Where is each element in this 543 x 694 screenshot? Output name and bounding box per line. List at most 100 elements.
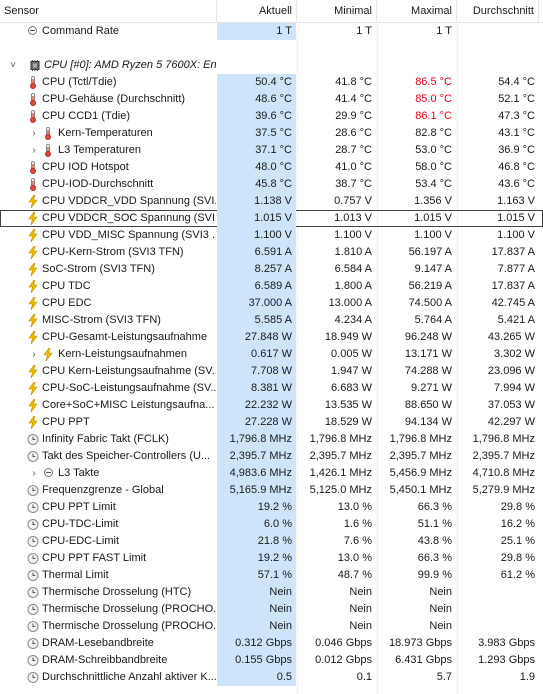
value-maximal: 66.3 % (417, 501, 452, 513)
sensor-row[interactable]: CPU VDDCR_SOC Spannung (SVI... 1.015 V 1.0… (0, 210, 543, 227)
sensor-row[interactable]: › Kern-Temperaturen 37.5 °C 28.6 °C 82.8 °C 4… (0, 125, 543, 142)
sensor-row[interactable]: Thermische Drosselung (HTC) Nein Nein Nein (0, 584, 543, 601)
sensor-row[interactable]: › Kern-Leistungsaufnahmen 0.617 W 0.005 W 13… (0, 346, 543, 363)
value-maximal: 1.100 V (414, 229, 452, 241)
chevron-right-icon[interactable]: › (32, 468, 36, 479)
sensor-row[interactable]: CPU PPT 27.228 W 18.529 W 94.134 W 42.297 W (0, 414, 543, 431)
sensor-row[interactable]: DRAM-Lesebandbreite 0.312 Gbps 0.046 Gbps 1… (0, 635, 543, 652)
sensor-name-cell: › Kern-Leistungsaufnahmen (0, 346, 216, 363)
sensor-name-cell: CPU Kern-Leistungsaufnahme (SV... (0, 363, 216, 380)
value-minimal: Nein (349, 620, 372, 632)
sensor-row[interactable]: CPU PPT FAST Limit 19.2 % 13.0 % 66.3 % 29.8… (0, 550, 543, 567)
sensor-name-cell: DRAM-Lesebandbreite (0, 635, 216, 652)
clock-icon (27, 620, 39, 633)
value-average: 43.265 W (487, 331, 535, 343)
lightning-icon (27, 194, 39, 209)
clock-icon (27, 552, 39, 565)
sensor-name-cell: CPU-IOD-Durchschnitt (0, 176, 216, 193)
chevron-right-icon[interactable]: › (32, 145, 36, 156)
value-current: Nein (217, 601, 296, 618)
sensor-row[interactable]: CPU Kern-Leistungsaufnahme (SV... 7.708 W… (0, 363, 543, 380)
value-minimal: 7.6 % (343, 535, 372, 547)
value-minimal: Nein (349, 603, 372, 615)
sensor-row[interactable]: Core+SoC+MISC Leistungsaufna... 22.232 W 1… (0, 397, 543, 414)
sensor-row[interactable]: SoC-Strom (SVI3 TFN) 8.257 A 6.584 A 9.147 … (0, 261, 543, 278)
sensor-row[interactable]: Durchschnittliche Anzahl aktiver K... 0.5… (0, 669, 543, 686)
sensor-row[interactable]: CPU-SoC-Leistungsaufnahme (SV... 8.381 W 6… (0, 380, 543, 397)
sensor-row[interactable]: MISC-Strom (SVI3 TFN) 5.585 A 4.234 A 5.764… (0, 312, 543, 329)
sensor-row[interactable]: CPU-IOD-Durchschnitt 45.8 °C 38.7 °C 53.4 °… (0, 176, 543, 193)
sensor-name-cell: CPU PPT FAST Limit (0, 550, 216, 567)
value-minimal: 48.7 % (337, 569, 372, 581)
value-minimal: 38.7 °C (335, 178, 372, 190)
sensor-row[interactable]: CPU-Gesamt-Leistungsaufnahme 27.848 W 18.9… (0, 329, 543, 346)
value-current: 37.5 °C (217, 125, 296, 142)
sensor-row[interactable]: Frequenzgrenze - Global 5,165.9 MHz 5,125.… (0, 482, 543, 499)
sensor-row[interactable]: CPU PPT Limit 19.2 % 13.0 % 66.3 % 29.8 % (0, 499, 543, 516)
header-minimal[interactable]: Minimal (297, 0, 377, 22)
sensor-group-row[interactable]: ˅ CPU [#0]: AMD Ryzen 5 7600X: Enhanced (0, 57, 543, 74)
chevron-right-icon[interactable]: › (32, 349, 36, 360)
value-minimal: 13.0 % (337, 552, 372, 564)
sensor-label: CPU-IOD-Durchschnitt (42, 178, 154, 190)
header-current[interactable]: Aktuell (217, 0, 297, 22)
value-maximal: 9.271 W (411, 382, 452, 394)
clock-icon (27, 654, 39, 667)
sensor-row[interactable]: CPU-EDC-Limit 21.8 % 7.6 % 43.8 % 25.1 % (0, 533, 543, 550)
header-sensor[interactable]: Sensor (0, 0, 217, 22)
sensor-row[interactable]: Command Rate 1 T 1 T 1 T (0, 23, 543, 40)
value-current: 37.000 A (217, 295, 296, 312)
thermometer-icon (27, 178, 39, 191)
value-average: 1.293 Gbps (478, 654, 535, 666)
sensor-row[interactable]: Thermische Drosselung (PROCHO... Nein Nein… (0, 618, 543, 635)
chevron-right-icon[interactable]: › (32, 128, 36, 139)
value-current: 1.138 V (217, 193, 296, 210)
sensor-label: Command Rate (42, 25, 120, 37)
sensor-row[interactable]: CPU (Tctl/Tdie) 50.4 °C 41.8 °C 86.5 °C 54.4… (0, 74, 543, 91)
collapse-circle-icon[interactable] (44, 468, 53, 477)
sensor-name-cell: CPU EDC (0, 295, 216, 312)
value-average: 42.745 A (491, 297, 535, 309)
sensor-row[interactable]: Takt des Speicher-Controllers (U... 2,395… (0, 448, 543, 465)
sensor-label: Thermische Drosselung (PROCHO... (42, 603, 216, 615)
header-average[interactable]: Durchschnitt (457, 0, 539, 22)
lightning-icon (27, 245, 39, 260)
sensor-label: CPU PPT (42, 416, 90, 428)
value-minimal: 6.584 A (334, 263, 372, 275)
sensor-row[interactable]: CPU EDC 37.000 A 13.000 A 74.500 A 42.745 A (0, 295, 543, 312)
sensor-row[interactable]: CPU CCD1 (Tdie) 39.6 °C 29.9 °C 86.1 °C 47.3… (0, 108, 543, 125)
sensor-row[interactable]: CPU-Kern-Strom (SVI3 TFN) 6.591 A 1.810 A 5… (0, 244, 543, 261)
chevron-down-icon[interactable]: ˅ (10, 60, 16, 71)
column-divider (457, 22, 458, 694)
sensor-row[interactable]: › L3 Takte 4,983.6 MHz 1,426.1 MHz 5,456.9 M… (0, 465, 543, 482)
value-maximal: 82.8 °C (415, 127, 452, 139)
sensor-name-cell: CPU-SoC-Leistungsaufnahme (SV... (0, 380, 216, 397)
value-minimal: 0.046 Gbps (315, 637, 372, 649)
sensor-row[interactable]: › L3 Temperaturen 37.1 °C 28.7 °C 53.0 °C 36.… (0, 142, 543, 159)
value-maximal: 9.147 A (414, 263, 452, 275)
sensor-name-cell: CPU (Tctl/Tdie) (0, 74, 216, 91)
sensor-row[interactable]: CPU-Gehäuse (Durchschnitt) 48.6 °C 41.4 °C… (0, 91, 543, 108)
sensor-row[interactable]: Infinity Fabric Takt (FCLK) 1,796.8 MHz 1,… (0, 431, 543, 448)
collapse-circle-icon[interactable] (28, 26, 37, 35)
value-maximal: Nein (429, 603, 452, 615)
header-maximal[interactable]: Maximal (377, 0, 457, 22)
sensor-row[interactable]: DRAM-Schreibbandbreite 0.155 Gbps 0.012 Gb… (0, 652, 543, 669)
sensor-row[interactable]: CPU-TDC-Limit 6.0 % 1.6 % 51.1 % 16.2 % (0, 516, 543, 533)
value-minimal: 29.9 °C (335, 110, 372, 122)
value-maximal: 1.015 V (414, 212, 452, 224)
value-minimal: 41.0 °C (335, 161, 372, 173)
thermometer-icon (27, 161, 39, 174)
sensor-row[interactable]: Thermal Limit 57.1 % 48.7 % 99.9 % 61.2 % (0, 567, 543, 584)
sensor-row[interactable]: Thermische Drosselung (PROCHO... Nein Nein… (0, 601, 543, 618)
value-current: 8.257 A (217, 261, 296, 278)
value-minimal: 1,426.1 MHz (309, 467, 372, 479)
value-current: 48.0 °C (217, 159, 296, 176)
sensor-row[interactable]: CPU VDD_MISC Spannung (SVI3 ... 1.100 V 1.… (0, 227, 543, 244)
sensor-row[interactable]: CPU VDDCR_VDD Spannung (SVI... 1.138 V 0.7… (0, 193, 543, 210)
sensor-label: CPU-Kern-Strom (SVI3 TFN) (42, 246, 184, 258)
sensor-row[interactable]: CPU IOD Hotspot 48.0 °C 41.0 °C 58.0 °C 46.8… (0, 159, 543, 176)
sensor-label: CPU-EDC-Limit (42, 535, 119, 547)
sensor-row[interactable]: CPU TDC 6.589 A 1.800 A 56.219 A 17.837 A (0, 278, 543, 295)
sensor-label: CPU-Gehäuse (Durchschnitt) (42, 93, 186, 105)
